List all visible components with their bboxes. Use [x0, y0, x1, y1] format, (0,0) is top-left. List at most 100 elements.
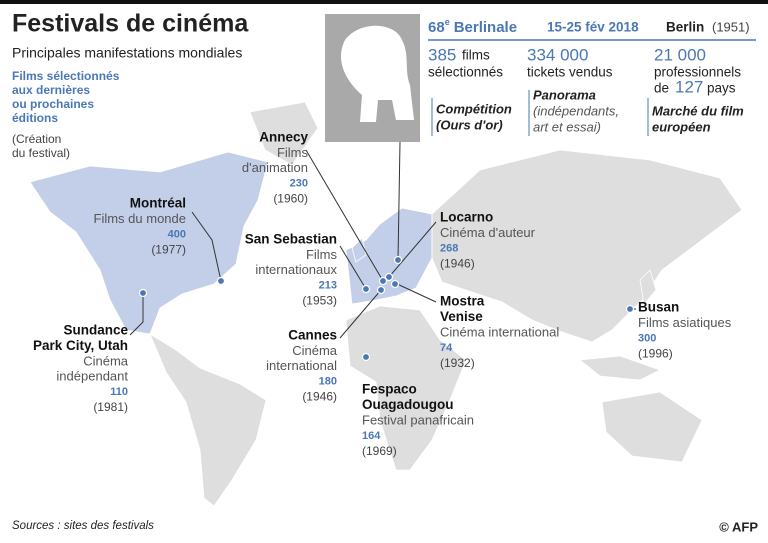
festival-genre: Films asiatiques [638, 315, 732, 330]
legend-line: ou prochaines [12, 97, 94, 111]
stat-label: tickets vendus [527, 65, 613, 80]
title: Festivals de cinéma [12, 10, 249, 38]
festival-genre: Festival panafricain [362, 412, 474, 427]
festival-genre: d'animation [242, 160, 308, 175]
leader-san-sebastian [339, 245, 367, 290]
leader-berlin [397, 141, 401, 261]
films-count: 110 [110, 386, 128, 398]
founded-year: (1977) [151, 243, 186, 257]
festival-genre: Cinéma d'auteur [440, 225, 536, 240]
top-rule [0, 0, 768, 4]
dates: 15-25 fév 2018 [547, 20, 639, 35]
stat-label: professionnels [654, 65, 741, 80]
stat-label: pays [707, 81, 736, 96]
films-count: 74 [440, 342, 453, 354]
festival-genre: Films [277, 145, 309, 160]
stat-value: 385 [428, 45, 456, 64]
dot-locarno [384, 272, 394, 282]
leader-montreal [191, 211, 222, 282]
section-name: Panorama [533, 87, 596, 102]
festival-genre: Films [306, 247, 338, 262]
section-name: Compétition [436, 101, 512, 116]
festival-name: San Sebastian [245, 232, 337, 247]
section-detail: (Ours d'or) [436, 117, 503, 132]
edition-suffix: e [445, 17, 450, 27]
greenland [249, 101, 319, 166]
leader-venise [394, 282, 437, 303]
festival-name: Annecy [259, 130, 308, 145]
films-count: 213 [319, 279, 337, 291]
stat-label: films [462, 48, 490, 63]
edition: 68e Berlinale [428, 17, 517, 36]
asia [431, 149, 743, 343]
source: Sources : sites des festivals [12, 520, 154, 532]
films-count: 230 [290, 177, 308, 189]
stat-value: 127 [675, 77, 703, 96]
founded-year: (1981) [93, 400, 128, 414]
stat-value: 334 000 [527, 45, 588, 64]
dot-montreal [216, 276, 226, 286]
leader-sundance [129, 293, 144, 336]
legend-line: Films sélectionnés [12, 69, 120, 83]
festival-genre: Cinéma [83, 353, 129, 368]
dot-busan [625, 304, 635, 314]
africa [345, 305, 467, 471]
legend-line: éditions [12, 111, 58, 125]
festival-name: Ouagadougou [362, 397, 454, 412]
festival-genre: internationaux [255, 262, 337, 277]
city: Berlin [666, 20, 704, 35]
films-count: 164 [362, 430, 381, 442]
festival-name: Fespaco [362, 382, 417, 397]
legend: Films sélectionnés aux dernières ou proc… [12, 69, 120, 160]
festival-name: Park City, Utah [33, 338, 128, 353]
founded-year: (1996) [638, 347, 673, 361]
stat-value: 21 000 [654, 45, 706, 64]
legend-line: du festival) [12, 146, 70, 160]
world-map [29, 101, 743, 507]
festival-name: Busan [638, 300, 679, 315]
festival-dots [138, 255, 635, 362]
dot-san-sebastian [361, 284, 371, 294]
section-detail: (indépendants, [533, 103, 619, 118]
dot-berlin [393, 255, 403, 265]
films-count: 300 [638, 332, 656, 344]
festival-genre: Cinéma [292, 343, 338, 358]
festival-genre: Films du monde [94, 211, 186, 226]
leader-locarno [388, 221, 437, 278]
japan [639, 269, 657, 305]
festival-name: Venise [440, 309, 483, 324]
legend-line: aux dernières [12, 83, 90, 97]
south-america [149, 333, 267, 507]
festival-genre: international [266, 358, 337, 373]
festival-genre: Cinéma international [440, 324, 559, 339]
dot-cannes [376, 285, 386, 295]
films-count: 180 [319, 375, 337, 387]
festival-genre: indépendant [56, 368, 128, 383]
festival-name: Cannes [288, 328, 337, 343]
indonesia [578, 355, 662, 381]
bear-icon [341, 25, 414, 123]
section-detail: européen [652, 119, 711, 134]
berlinale-panel [420, 14, 756, 142]
dot-ouagadougou [361, 352, 371, 362]
founded-year: (1960) [273, 192, 308, 206]
north-america [29, 151, 269, 335]
leader-lines [129, 141, 636, 339]
films-count: 268 [440, 242, 458, 254]
stat-label: sélectionnés [428, 65, 503, 80]
films-count: 400 [168, 228, 186, 240]
uk [351, 237, 367, 263]
founded-year: (1953) [302, 294, 337, 308]
leader-annecy [305, 149, 384, 282]
founded-year: (1932) [440, 356, 475, 370]
dot-annecy [378, 276, 388, 286]
festival-name: Sundance [63, 323, 128, 338]
stat-label: de [654, 81, 669, 96]
legend-line: (Création [12, 132, 61, 146]
credit: © AFP [719, 519, 758, 534]
section-name: Marché du film [652, 103, 744, 118]
dot-venise [390, 279, 400, 289]
berlinale-box: 68e Berlinale 15-25 fév 2018 Berlin (1951… [325, 14, 756, 142]
festival-name: Montréal [130, 196, 186, 211]
